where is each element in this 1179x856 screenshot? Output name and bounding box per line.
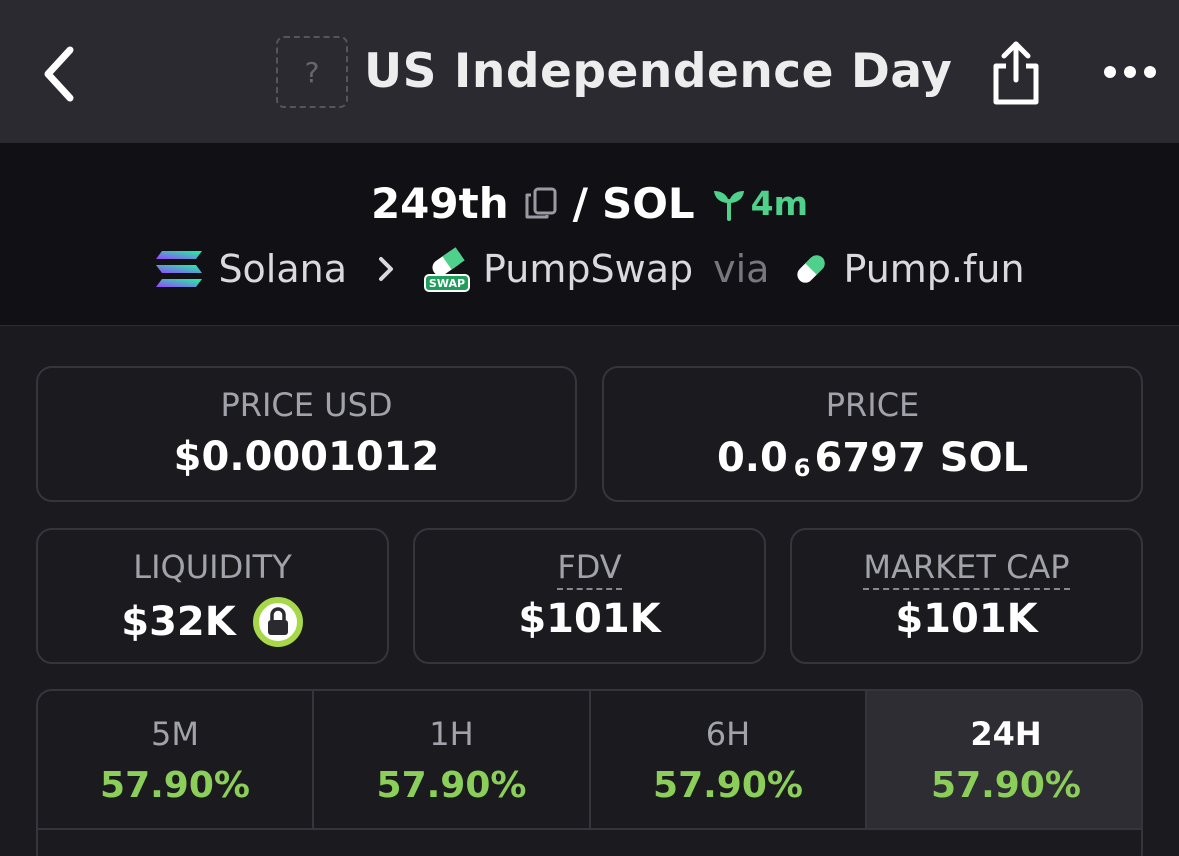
pair-age: 4m — [750, 183, 809, 223]
svg-text:SWAP: SWAP — [429, 277, 465, 290]
timeframe-tabs: 5M 57.90% 1H 57.90% 6H 57.90% 24H 57.90% — [36, 689, 1143, 856]
pair-separator: / — [572, 178, 588, 228]
launchpad-name[interactable]: Pump.fun — [843, 247, 1025, 291]
lock-icon[interactable] — [252, 596, 304, 648]
liquidity-value: $32K — [121, 599, 236, 645]
pair-row: 249th / SOL 4m — [0, 175, 1179, 231]
token-logo-placeholder: ? — [276, 36, 348, 108]
chevron-left-icon — [44, 46, 74, 102]
price-usd-card: PRICE USD $0.0001012 — [36, 366, 577, 502]
tab-6h[interactable]: 6H 57.90% — [591, 691, 867, 830]
tab-change-value: 57.90% — [653, 765, 803, 806]
liquidity-card: LIQUIDITY $32K — [36, 528, 389, 664]
chevron-right-icon — [379, 257, 394, 281]
liquidity-label: LIQUIDITY — [133, 548, 292, 586]
tab-change-value: 57.90% — [931, 765, 1081, 806]
pair-base-symbol: 249th — [370, 178, 509, 228]
tab-change-value: 57.90% — [376, 765, 527, 806]
solana-icon — [156, 251, 203, 287]
price-usd-value: $0.0001012 — [173, 434, 440, 480]
price-suffix: 6797 SOL — [814, 435, 1029, 481]
top-bar: ? US Independence Day — [0, 0, 1179, 143]
tab-label: 6H — [705, 715, 751, 753]
tab-1h[interactable]: 1H 57.90% — [314, 691, 591, 830]
liquidity-value-row: $32K — [38, 596, 387, 648]
tab-24h[interactable]: 24H 57.90% — [867, 691, 1141, 830]
tab-label: 24H — [970, 715, 1042, 753]
sprout-icon — [713, 191, 744, 221]
back-button[interactable] — [36, 42, 86, 106]
tab-change-value: 57.90% — [100, 765, 250, 806]
fdv-value: $101K — [518, 596, 661, 642]
page-title: US Independence Day — [364, 44, 953, 99]
market-cap-value: $101K — [895, 596, 1038, 642]
dex-name[interactable]: PumpSwap — [483, 247, 694, 291]
market-cap-label[interactable]: MARKET CAP — [792, 548, 1141, 590]
tab-label: 5M — [151, 715, 199, 753]
fdv-card: FDV $101K — [413, 528, 766, 664]
pill-icon — [797, 255, 826, 283]
chain-name[interactable]: Solana — [218, 247, 348, 291]
market-cap-card: MARKET CAP $101K — [790, 528, 1143, 664]
price-native-value: 0.0 6 6797 SOL — [604, 434, 1141, 482]
price-native-card: PRICE 0.0 6 6797 SOL — [602, 366, 1143, 502]
price-native-label: PRICE — [825, 386, 920, 424]
pair-quote-symbol: SOL — [601, 178, 695, 228]
price-usd-label: PRICE USD — [220, 386, 393, 424]
tab-label: 1H — [429, 715, 474, 753]
ellipsis-icon — [1104, 66, 1156, 78]
fdv-label[interactable]: FDV — [415, 548, 764, 590]
more-options-button[interactable] — [1100, 60, 1160, 84]
price-prefix: 0.0 — [716, 435, 788, 481]
share-icon — [993, 41, 1039, 105]
price-zero-count: 6 — [793, 454, 811, 482]
pair-info: 249th / SOL 4m Solana — [0, 143, 1179, 326]
copy-icon[interactable] — [523, 185, 559, 221]
share-button[interactable] — [986, 36, 1046, 108]
chain-row: Solana SWAP PumpSwap via Pump.fun — [0, 241, 1179, 297]
via-label: via — [713, 247, 770, 291]
tab-5m[interactable]: 5M 57.90% — [38, 691, 314, 830]
pumpswap-icon: SWAP — [424, 247, 471, 292]
